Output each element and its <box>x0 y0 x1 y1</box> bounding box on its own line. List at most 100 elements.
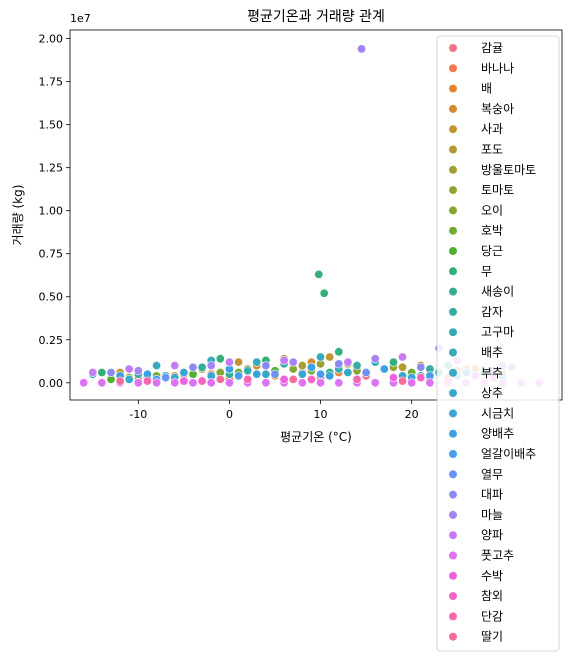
legend-label: 상추 <box>481 386 503 400</box>
legend-label: 토마토 <box>481 183 514 197</box>
legend-label: 배추 <box>481 346 503 360</box>
legend-label: 양파 <box>481 528 503 542</box>
data-point <box>161 373 171 383</box>
legend-marker <box>449 125 457 134</box>
data-point <box>115 376 125 386</box>
data-point <box>206 361 216 371</box>
data-point <box>316 369 326 379</box>
legend-marker <box>449 84 457 93</box>
legend-label: 대파 <box>481 488 503 502</box>
legend-marker <box>449 226 457 235</box>
legend-label: 참외 <box>481 589 503 603</box>
data-point <box>319 288 329 298</box>
legend-label: 부추 <box>481 366 503 380</box>
legend-marker <box>449 64 457 73</box>
data-point <box>270 369 280 379</box>
data-point <box>288 374 298 384</box>
data-point <box>252 357 262 367</box>
data-point <box>325 352 335 362</box>
data-point <box>152 378 162 388</box>
legend-marker <box>449 247 457 255</box>
x-tick-label: 20 <box>405 408 419 421</box>
x-tick-label: 10 <box>314 408 328 421</box>
legend: 감귤바나나배복숭아사과포도방울토마토토마토오이호박당근무새송이감자고구마배추부추… <box>436 35 560 652</box>
chart-title: 평균기온과 거래량 관계 <box>247 9 385 25</box>
legend-label: 새송이 <box>481 285 514 299</box>
data-point <box>133 366 143 376</box>
legend-label: 마늘 <box>481 508 503 522</box>
data-point <box>170 378 180 388</box>
ticks-layer: -10 0 10 20 0.00 0.25 0.50 0.75 1.00 1.25 1.50 1.75… <box>39 33 419 421</box>
y-axis-offset-label: 1e7 <box>70 12 91 25</box>
y-tick-label: 1.75 <box>39 76 64 89</box>
legend-label: 딸기 <box>481 630 503 644</box>
legend-label: 양배추 <box>481 427 514 441</box>
data-point <box>197 362 207 372</box>
legend-marker <box>449 510 457 519</box>
data-point <box>388 373 398 383</box>
data-point <box>170 361 180 371</box>
data-point <box>416 373 426 383</box>
legend-marker <box>449 551 457 560</box>
data-point <box>142 376 152 386</box>
data-point <box>343 357 353 367</box>
data-point <box>279 374 289 384</box>
y-tick-label: 1.00 <box>39 205 64 218</box>
legend-label: 감귤 <box>481 41 503 55</box>
data-point <box>279 355 289 365</box>
data-point <box>316 352 326 362</box>
legend-marker <box>449 490 457 499</box>
legend-marker <box>449 267 457 276</box>
data-point <box>325 371 335 381</box>
data-point <box>288 357 298 367</box>
data-point <box>206 378 216 388</box>
y-tick-label: 0.00 <box>39 377 64 390</box>
legend-label: 열무 <box>481 467 503 481</box>
data-point <box>357 44 367 54</box>
data-point <box>234 357 244 367</box>
data-point <box>97 378 107 388</box>
legend-box <box>436 35 560 652</box>
data-point <box>252 369 262 379</box>
data-point <box>261 369 271 379</box>
legend-marker <box>449 145 457 154</box>
data-point <box>370 378 380 388</box>
legend-marker <box>449 104 457 113</box>
legend-marker <box>449 612 457 621</box>
x-tick-label: -10 <box>129 408 147 421</box>
legend-marker <box>449 348 457 357</box>
data-point <box>334 378 344 388</box>
legend-label: 단감 <box>481 609 503 623</box>
data-point <box>407 378 417 388</box>
data-point <box>306 362 316 372</box>
legend-label: 복숭아 <box>481 102 514 116</box>
data-point <box>243 374 253 384</box>
legend-label: 수박 <box>481 569 503 583</box>
data-point <box>388 357 398 367</box>
legend-marker <box>449 44 457 52</box>
data-point <box>416 362 426 372</box>
y-tick-label: 0.75 <box>39 248 64 261</box>
legend-marker <box>449 165 457 174</box>
legend-label: 포도 <box>481 143 503 157</box>
legend-marker <box>449 368 457 377</box>
y-tick-label: 0.50 <box>39 291 64 304</box>
data-point <box>314 269 324 279</box>
legend-label: 얼갈이배추 <box>481 447 536 461</box>
data-point <box>88 367 98 377</box>
legend-marker <box>449 429 457 438</box>
data-point <box>224 378 234 388</box>
data-point <box>243 366 253 376</box>
data-point <box>398 376 408 386</box>
data-point <box>152 361 162 371</box>
legend-marker <box>449 287 457 296</box>
legend-label: 감자 <box>481 305 503 319</box>
legend-label: 방울토마토 <box>481 163 536 177</box>
y-tick-label: 0.25 <box>39 334 64 347</box>
legend-label: 배 <box>481 82 492 96</box>
legend-label: 호박 <box>481 224 503 238</box>
data-point <box>133 378 143 388</box>
legend-label: 무 <box>481 264 492 278</box>
